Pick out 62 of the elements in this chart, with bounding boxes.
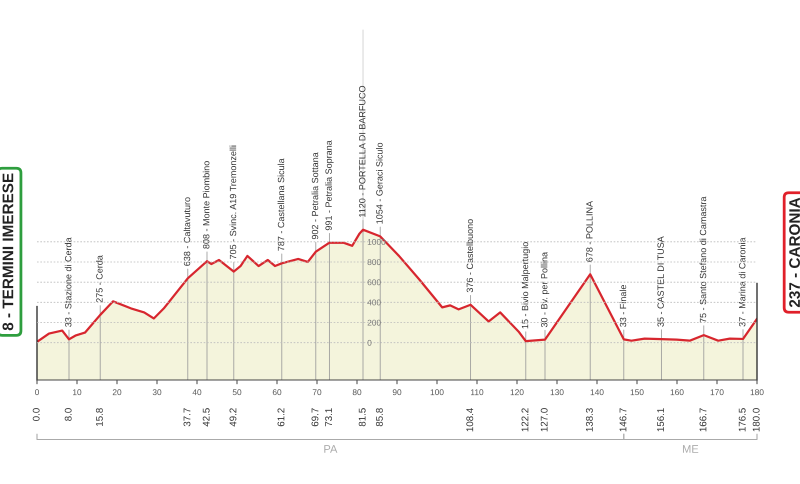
annotation: 705 - Svinc. A19 Tremonzelli bbox=[230, 146, 236, 260]
annotation: 15 - Bivio Malpertugio bbox=[522, 242, 530, 328]
x2-tick-label: 180.0 bbox=[752, 408, 760, 432]
annotation: 376 - Castelbuono bbox=[466, 219, 474, 292]
x2-tick-label: 61.2 bbox=[278, 408, 284, 426]
annotation: 35 - CASTEL DI TUSA bbox=[657, 236, 664, 327]
annotation: 678 - POLLINA bbox=[586, 200, 593, 262]
x-tick-label: 110 bbox=[470, 389, 484, 396]
x2-tick-label: 85.8 bbox=[376, 408, 383, 426]
text: ME bbox=[682, 445, 698, 453]
x-tick-label: 50 bbox=[232, 389, 242, 396]
x-tick-label: 80 bbox=[352, 389, 362, 396]
x2-tick-label: 127.0 bbox=[540, 408, 548, 432]
x2-tick-label: 156.1 bbox=[657, 408, 664, 432]
annotation: 75 - Santo Stefano di Camastra bbox=[700, 196, 706, 323]
annotation: 1120 - PORTELLA DI BARFUCO bbox=[359, 86, 366, 217]
x-tick-label: 20 bbox=[112, 389, 122, 396]
x-tick-label: 160 bbox=[670, 389, 684, 396]
annotation: 638 - Caltavuturo bbox=[184, 197, 190, 266]
x-tick-label: 60 bbox=[272, 389, 282, 396]
x2-tick-label: 37.7 bbox=[184, 408, 190, 426]
x2-tick-label: 42.5 bbox=[202, 408, 210, 426]
x-tick-label: 120 bbox=[510, 389, 524, 396]
x-tick-label: 0 bbox=[35, 389, 39, 396]
x2-tick-label: 73.1 bbox=[325, 408, 332, 426]
annotation: 8 - TERMINI IMERESE bbox=[2, 173, 14, 330]
x-tick-label: 30 bbox=[152, 389, 162, 396]
x2-tick-label: 108.4 bbox=[466, 408, 474, 432]
x2-tick-label: 0.0 bbox=[32, 408, 40, 421]
x2-tick-label: 8.0 bbox=[64, 408, 72, 421]
annotation: 275 - Cerda bbox=[96, 255, 103, 302]
y-tick-label: 0 bbox=[368, 340, 372, 346]
x-tick-label: 40 bbox=[192, 389, 202, 396]
x2-tick-label: 176.5 bbox=[738, 408, 746, 432]
annotation: 30 - Bv. per Pollina bbox=[540, 252, 550, 328]
x-tick-label: 100 bbox=[430, 389, 444, 396]
x-tick-label: 10 bbox=[73, 389, 82, 396]
x-tick-label: 180 bbox=[750, 389, 764, 396]
x2-tick-label: 15.8 bbox=[96, 408, 103, 426]
annotation: 237 - CARONIA bbox=[789, 198, 800, 308]
annotation: 37 - Marina di Caronia bbox=[738, 238, 746, 326]
annotation: 991 - Petralia Soprana bbox=[325, 140, 334, 230]
x-tick-label: 70 bbox=[312, 389, 322, 396]
x-tick-label: 170 bbox=[710, 389, 724, 396]
x2-tick-label: 146.7 bbox=[620, 408, 626, 432]
annotation: 808 - Monte Piombino bbox=[202, 161, 210, 249]
x-tick-label: 90 bbox=[392, 389, 402, 396]
x2-tick-label: 49.2 bbox=[230, 408, 236, 426]
x-tick-label: 140 bbox=[590, 389, 604, 396]
annotation: 33 - Stazione di Cerda bbox=[64, 237, 72, 327]
x2-tick-label: 69.7 bbox=[312, 408, 318, 426]
x-tick-label: 130 bbox=[550, 389, 564, 396]
x2-tick-label: 166.7 bbox=[700, 408, 706, 432]
annotation: 33 - Finale bbox=[620, 284, 626, 327]
x2-tick-label: 122.2 bbox=[522, 408, 528, 432]
annotation: 1054 - Geraci Siculo bbox=[376, 142, 383, 224]
text: PA bbox=[324, 445, 338, 453]
x2-tick-label: 81.5 bbox=[358, 408, 366, 426]
x-tick-label: 150 bbox=[630, 389, 644, 396]
annotation: 787 - Castellana Sicula bbox=[278, 158, 284, 251]
annotation: 902 - Petralia Sottana bbox=[312, 152, 318, 240]
x2-tick-label: 138.3 bbox=[586, 408, 593, 432]
